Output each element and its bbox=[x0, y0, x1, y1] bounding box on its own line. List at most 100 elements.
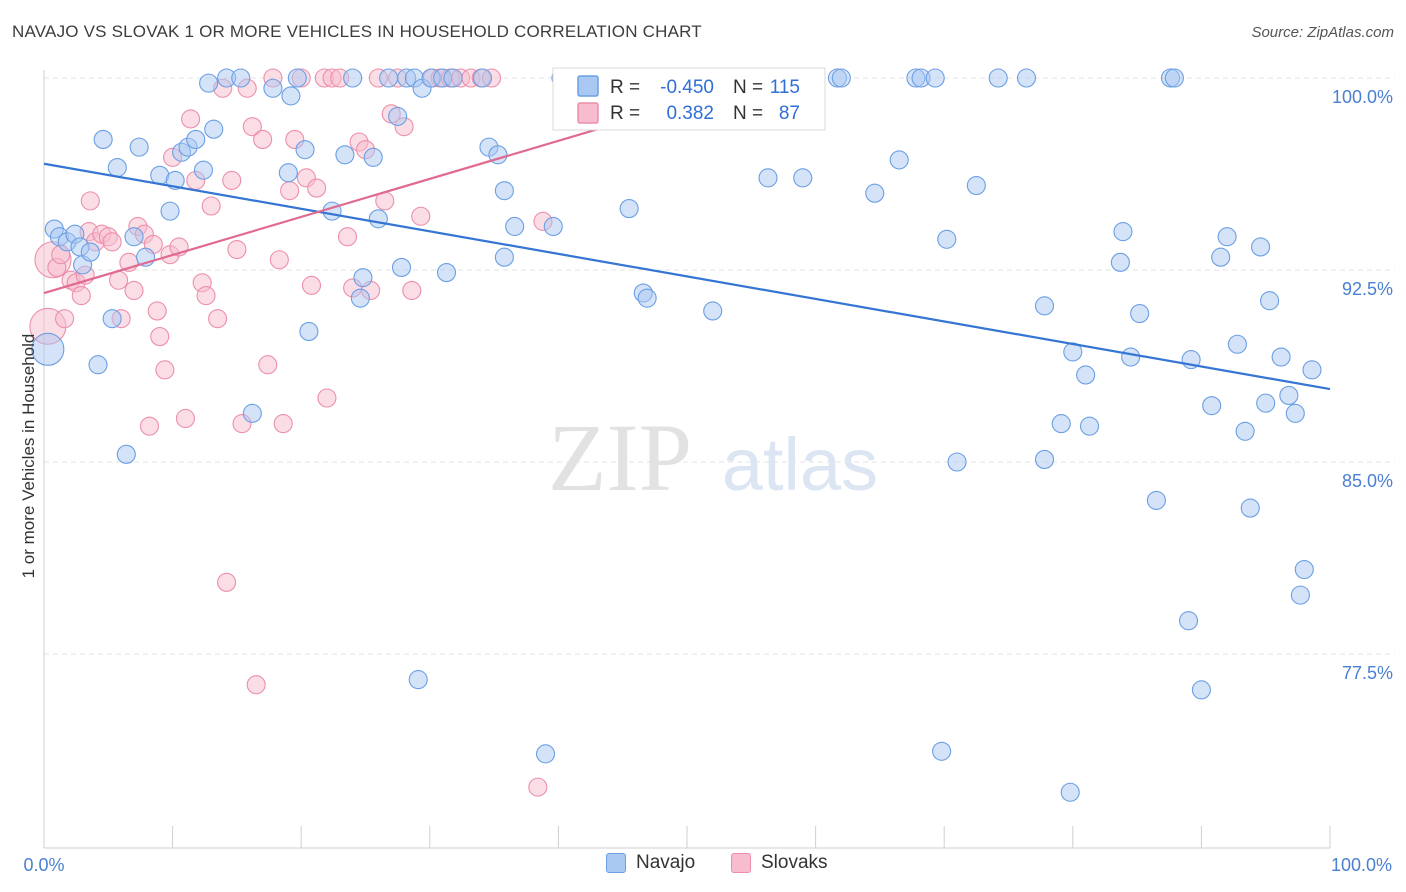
slovaks-point bbox=[280, 181, 300, 201]
slovaks-point bbox=[102, 232, 122, 252]
navajo-point bbox=[1202, 396, 1222, 416]
navajo-point bbox=[637, 288, 657, 308]
navajo-point bbox=[1251, 237, 1271, 257]
navajo-point bbox=[186, 129, 206, 149]
navajo-point bbox=[408, 670, 428, 690]
y-axis-label: 1 or more Vehicles in Household bbox=[19, 334, 38, 579]
navajo-point bbox=[889, 150, 909, 170]
navajo-point bbox=[1178, 611, 1199, 631]
navajo-point bbox=[295, 140, 315, 160]
slovaks-point bbox=[139, 416, 160, 436]
navajo-point bbox=[204, 119, 224, 139]
slovaks-label: Slovaks bbox=[761, 852, 828, 873]
watermark-zip: ZIP bbox=[548, 404, 692, 511]
navajo-point bbox=[1079, 416, 1100, 436]
navajo-point bbox=[1110, 252, 1130, 272]
navajo-point bbox=[443, 68, 463, 88]
slovaks-point bbox=[217, 572, 237, 592]
navajo-point bbox=[124, 227, 144, 247]
slovaks-point bbox=[273, 414, 293, 434]
slovaks-swatch bbox=[731, 853, 751, 873]
legend-r-label-slovak: R = bbox=[610, 103, 640, 124]
slovaks-point bbox=[246, 675, 266, 695]
legend-n-label-navajo: N = bbox=[733, 77, 763, 98]
navajo-swatch bbox=[606, 853, 626, 873]
navajo-point bbox=[932, 741, 952, 761]
navajo-point bbox=[494, 181, 514, 201]
slovaks-point bbox=[201, 196, 221, 216]
axes bbox=[43, 70, 1331, 849]
navajo-point bbox=[199, 73, 219, 93]
navajo-point bbox=[263, 78, 283, 98]
legend-item-navajo: Navajo bbox=[606, 852, 695, 874]
navajo-point bbox=[107, 158, 127, 178]
slovaks-point bbox=[402, 280, 422, 301]
watermark: ZIP atlas bbox=[548, 404, 878, 511]
navajo-point bbox=[793, 168, 813, 188]
slovaks-point bbox=[242, 117, 262, 137]
y-tick-label: 85.0% bbox=[1342, 471, 1393, 491]
navajo-point bbox=[1016, 68, 1037, 88]
navajo-point bbox=[619, 199, 639, 219]
navajo-point bbox=[966, 175, 986, 196]
navajo-point bbox=[1227, 334, 1247, 354]
legend-swatch-slovak bbox=[577, 102, 599, 124]
navajo-point bbox=[865, 183, 885, 203]
navajo-point bbox=[281, 86, 301, 106]
navajo-point bbox=[88, 355, 108, 375]
navajo-point bbox=[242, 403, 262, 423]
slovaks-point bbox=[150, 327, 170, 347]
slovaks-point bbox=[55, 309, 75, 329]
navajo-point bbox=[1302, 360, 1322, 380]
slovaks-point bbox=[124, 280, 144, 301]
x-tick-label: 100.0% bbox=[1331, 855, 1392, 875]
navajo-point bbox=[1211, 247, 1231, 267]
navajo-point bbox=[343, 68, 363, 88]
slovaks-point bbox=[528, 777, 548, 797]
navajo-point bbox=[1034, 449, 1055, 469]
y-tick-label: 77.5% bbox=[1342, 663, 1393, 683]
navajo-point bbox=[1260, 291, 1280, 311]
y-tick-label: 92.5% bbox=[1342, 279, 1393, 299]
navajo-point bbox=[278, 163, 298, 183]
navajo-point bbox=[1076, 365, 1096, 385]
chart-title: NAVAJO VS SLOVAK 1 OR MORE VEHICLES IN H… bbox=[12, 22, 702, 41]
legend-n-value-navajo: 115 bbox=[770, 77, 800, 98]
navajo-point bbox=[116, 444, 136, 464]
slovaks-point bbox=[258, 355, 278, 375]
slovaks-point bbox=[80, 191, 100, 211]
navajo-point bbox=[937, 229, 957, 249]
slovaks-point bbox=[307, 178, 327, 198]
stats-legend: R = -0.450 N = 115 R = 0.382 N = 87 bbox=[552, 67, 826, 131]
navajo-point bbox=[388, 106, 408, 126]
navajo-point bbox=[472, 68, 493, 88]
navajo-point bbox=[1235, 421, 1255, 441]
slovaks-point bbox=[337, 227, 358, 247]
navajo-point bbox=[1060, 782, 1080, 802]
navajo-point bbox=[231, 68, 251, 88]
navajo-point bbox=[93, 129, 113, 149]
navajo-point bbox=[1294, 559, 1314, 580]
navajo-point bbox=[505, 216, 525, 237]
slovaks-point bbox=[71, 286, 91, 306]
navajo-point bbox=[1113, 222, 1133, 242]
y-tick-labels: 100.0% 92.5% 85.0% 77.5% bbox=[1332, 87, 1393, 683]
x-tick-label: 0.0% bbox=[23, 855, 64, 875]
navajo-point bbox=[379, 68, 399, 88]
navajo-point bbox=[436, 263, 457, 283]
slovaks-point bbox=[411, 206, 431, 226]
navajo-point bbox=[363, 147, 383, 167]
navajo-point bbox=[299, 321, 319, 341]
legend-item-slovaks: Slovaks bbox=[731, 852, 828, 874]
navajo-point bbox=[1290, 585, 1310, 605]
legend-n-value-slovak: 87 bbox=[779, 103, 800, 124]
navajo-point bbox=[1146, 490, 1166, 510]
navajo-point bbox=[102, 309, 122, 329]
slovaks-point bbox=[175, 408, 196, 429]
legend-r-value-navajo: -0.450 bbox=[660, 77, 714, 98]
legend-r-value-slovak: 0.382 bbox=[666, 103, 714, 124]
navajo-point bbox=[80, 242, 100, 262]
navajo-point bbox=[1285, 403, 1305, 423]
navajo-point bbox=[350, 288, 370, 308]
navajo-point bbox=[1191, 680, 1211, 700]
